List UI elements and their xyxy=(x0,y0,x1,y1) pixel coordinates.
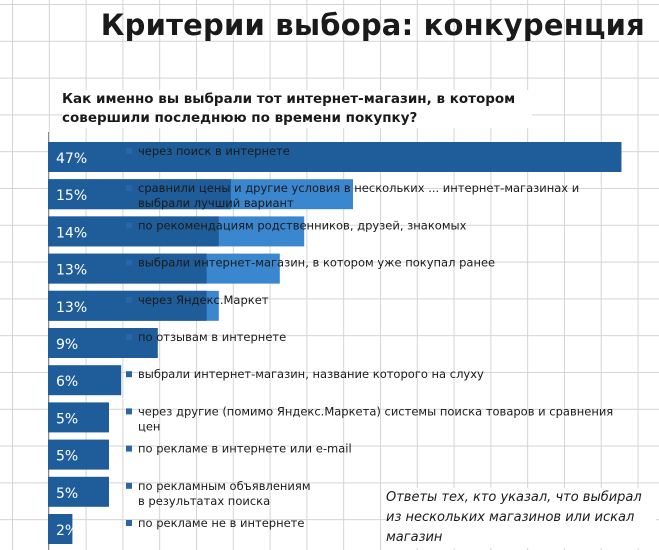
bar xyxy=(48,514,73,544)
category-label: по рекомендациям родственников, друзей, … xyxy=(138,218,467,232)
bar-value-label: 2% xyxy=(56,523,78,539)
bar xyxy=(48,439,109,470)
category-label: по рекламным объявлениям в результатах по… xyxy=(138,479,311,508)
category-label: по рекламе не в интернете xyxy=(138,516,304,530)
survey-question: Как именно вы выбрали тот интернет-магаз… xyxy=(62,90,532,128)
bar-value-label: 47% xyxy=(56,151,87,167)
bar-value-label: 14% xyxy=(56,225,87,241)
category-label: выбрали интернет-магазин, в котором уже … xyxy=(138,256,495,270)
category-label: через Яндекс.Маркет xyxy=(138,293,269,307)
category-label: через поиск в интернете xyxy=(138,144,290,158)
category-label: через другие (помимо Яндекс.Маркета) сис… xyxy=(138,404,613,433)
page-title: Критерии выбора: конкуренция xyxy=(100,8,645,42)
bar-value-label: 13% xyxy=(56,300,87,316)
bullet-icon xyxy=(126,185,132,192)
bullet-icon xyxy=(126,222,132,229)
bar xyxy=(48,253,207,284)
bar-value-label: 15% xyxy=(56,188,87,204)
bullet-icon xyxy=(126,520,132,526)
bullet-icon xyxy=(126,148,132,154)
category-label: по рекламе в интернете или e-mail xyxy=(138,442,352,456)
category-label: сравнили цены и другие условия в несколь… xyxy=(138,181,579,210)
bar-value-label: 9% xyxy=(56,337,78,353)
bullet-icon xyxy=(126,482,132,489)
bar-value-label: 5% xyxy=(56,449,78,465)
chart-footnote: Ответы тех, кто указал, что выбирал из н… xyxy=(386,488,656,548)
bullet-icon xyxy=(126,259,132,266)
bar xyxy=(48,365,122,396)
bullet-icon xyxy=(126,371,132,378)
bullet-icon xyxy=(126,334,132,340)
bar xyxy=(48,476,109,507)
bar xyxy=(48,142,622,172)
bar-value-label: 5% xyxy=(56,411,78,427)
category-label: по отзывам в интернете xyxy=(138,330,286,344)
category-label: выбрали интернет-магазин, название котор… xyxy=(138,367,484,381)
bullet-icon xyxy=(126,408,132,415)
bullet-icon xyxy=(126,445,132,452)
bar xyxy=(48,216,219,247)
bar-value-label: 6% xyxy=(56,374,78,390)
bar xyxy=(48,290,207,321)
bar xyxy=(48,402,109,433)
bar xyxy=(48,328,158,358)
bar xyxy=(48,179,231,210)
bar-value-label: 13% xyxy=(56,263,87,279)
bullet-icon xyxy=(126,296,132,303)
bar-value-label: 5% xyxy=(56,486,78,502)
